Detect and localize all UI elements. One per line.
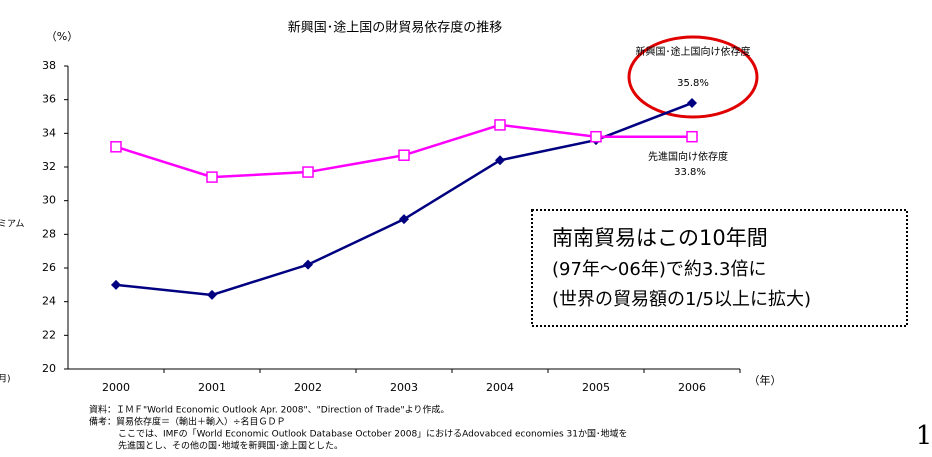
y-tick-label: 32	[42, 160, 56, 173]
y-tick-label: 24	[42, 295, 56, 308]
chart-title: 新興国･途上国の財貿易依存度の推移	[288, 20, 503, 36]
marker	[303, 259, 313, 270]
series-label: 先進国向け依存度	[648, 150, 728, 163]
note: 資料：ＩＭＦ"World Economic Outlook Apr. 2008"…	[89, 404, 449, 416]
page-number: 1	[916, 421, 932, 451]
x-tick-label: 2001	[198, 381, 226, 394]
marker	[494, 119, 506, 131]
note: 備考：貿易依存度＝（輸出＋輸入）÷名目ＧＤＰ	[89, 416, 286, 428]
series-end-label: 33.8%	[674, 167, 706, 178]
marker	[687, 98, 697, 109]
x-tick-label: 2002	[294, 381, 322, 394]
x-tick-label: 2004	[486, 381, 514, 394]
marker	[110, 141, 122, 153]
marker	[398, 149, 410, 161]
callout-text: (世界の貿易額の1/5以上に拡大)	[552, 289, 811, 310]
note: ここでは、IMFの「World Economic Outlook Databas…	[118, 428, 628, 440]
highlight-ellipse	[627, 35, 759, 119]
x-tick-label: 2006	[678, 381, 706, 394]
x-tick-label: 2000	[102, 381, 130, 394]
series-label: 新興国･途上国向け依存度	[636, 45, 751, 58]
y-tick-label: 26	[42, 261, 56, 274]
marker	[590, 130, 602, 143]
callout-text: (97年～06年)で約3.3倍に	[552, 259, 766, 280]
callout-box	[531, 209, 908, 327]
marker	[495, 155, 505, 166]
edge-fragment: 月)	[0, 374, 11, 385]
x-unit: （年）	[749, 373, 782, 387]
y-tick-label: 22	[42, 328, 56, 341]
callout-text: 南南貿易はこの10年間	[552, 226, 768, 250]
y-tick-label: 36	[42, 93, 56, 106]
series-end-label: 35.8%	[677, 78, 709, 89]
y-tick-label: 20	[42, 362, 56, 375]
y-tick-label: 34	[42, 126, 56, 139]
x-tick-label: 2005	[582, 381, 610, 394]
marker	[399, 214, 409, 225]
marker	[207, 289, 217, 300]
y-tick-label: 30	[42, 194, 56, 207]
x-tick-label: 2003	[390, 381, 418, 394]
marker	[206, 171, 218, 183]
edge-fragment: ミアム	[0, 219, 24, 230]
y-unit: （%）	[46, 30, 78, 43]
marker	[111, 279, 121, 290]
y-tick-label: 38	[42, 59, 56, 72]
marker	[686, 130, 698, 143]
note: 先進国とし、その他の国･地域を新興国･途上国とした。	[118, 440, 343, 452]
marker	[302, 166, 314, 178]
y-tick-label: 28	[42, 227, 56, 240]
